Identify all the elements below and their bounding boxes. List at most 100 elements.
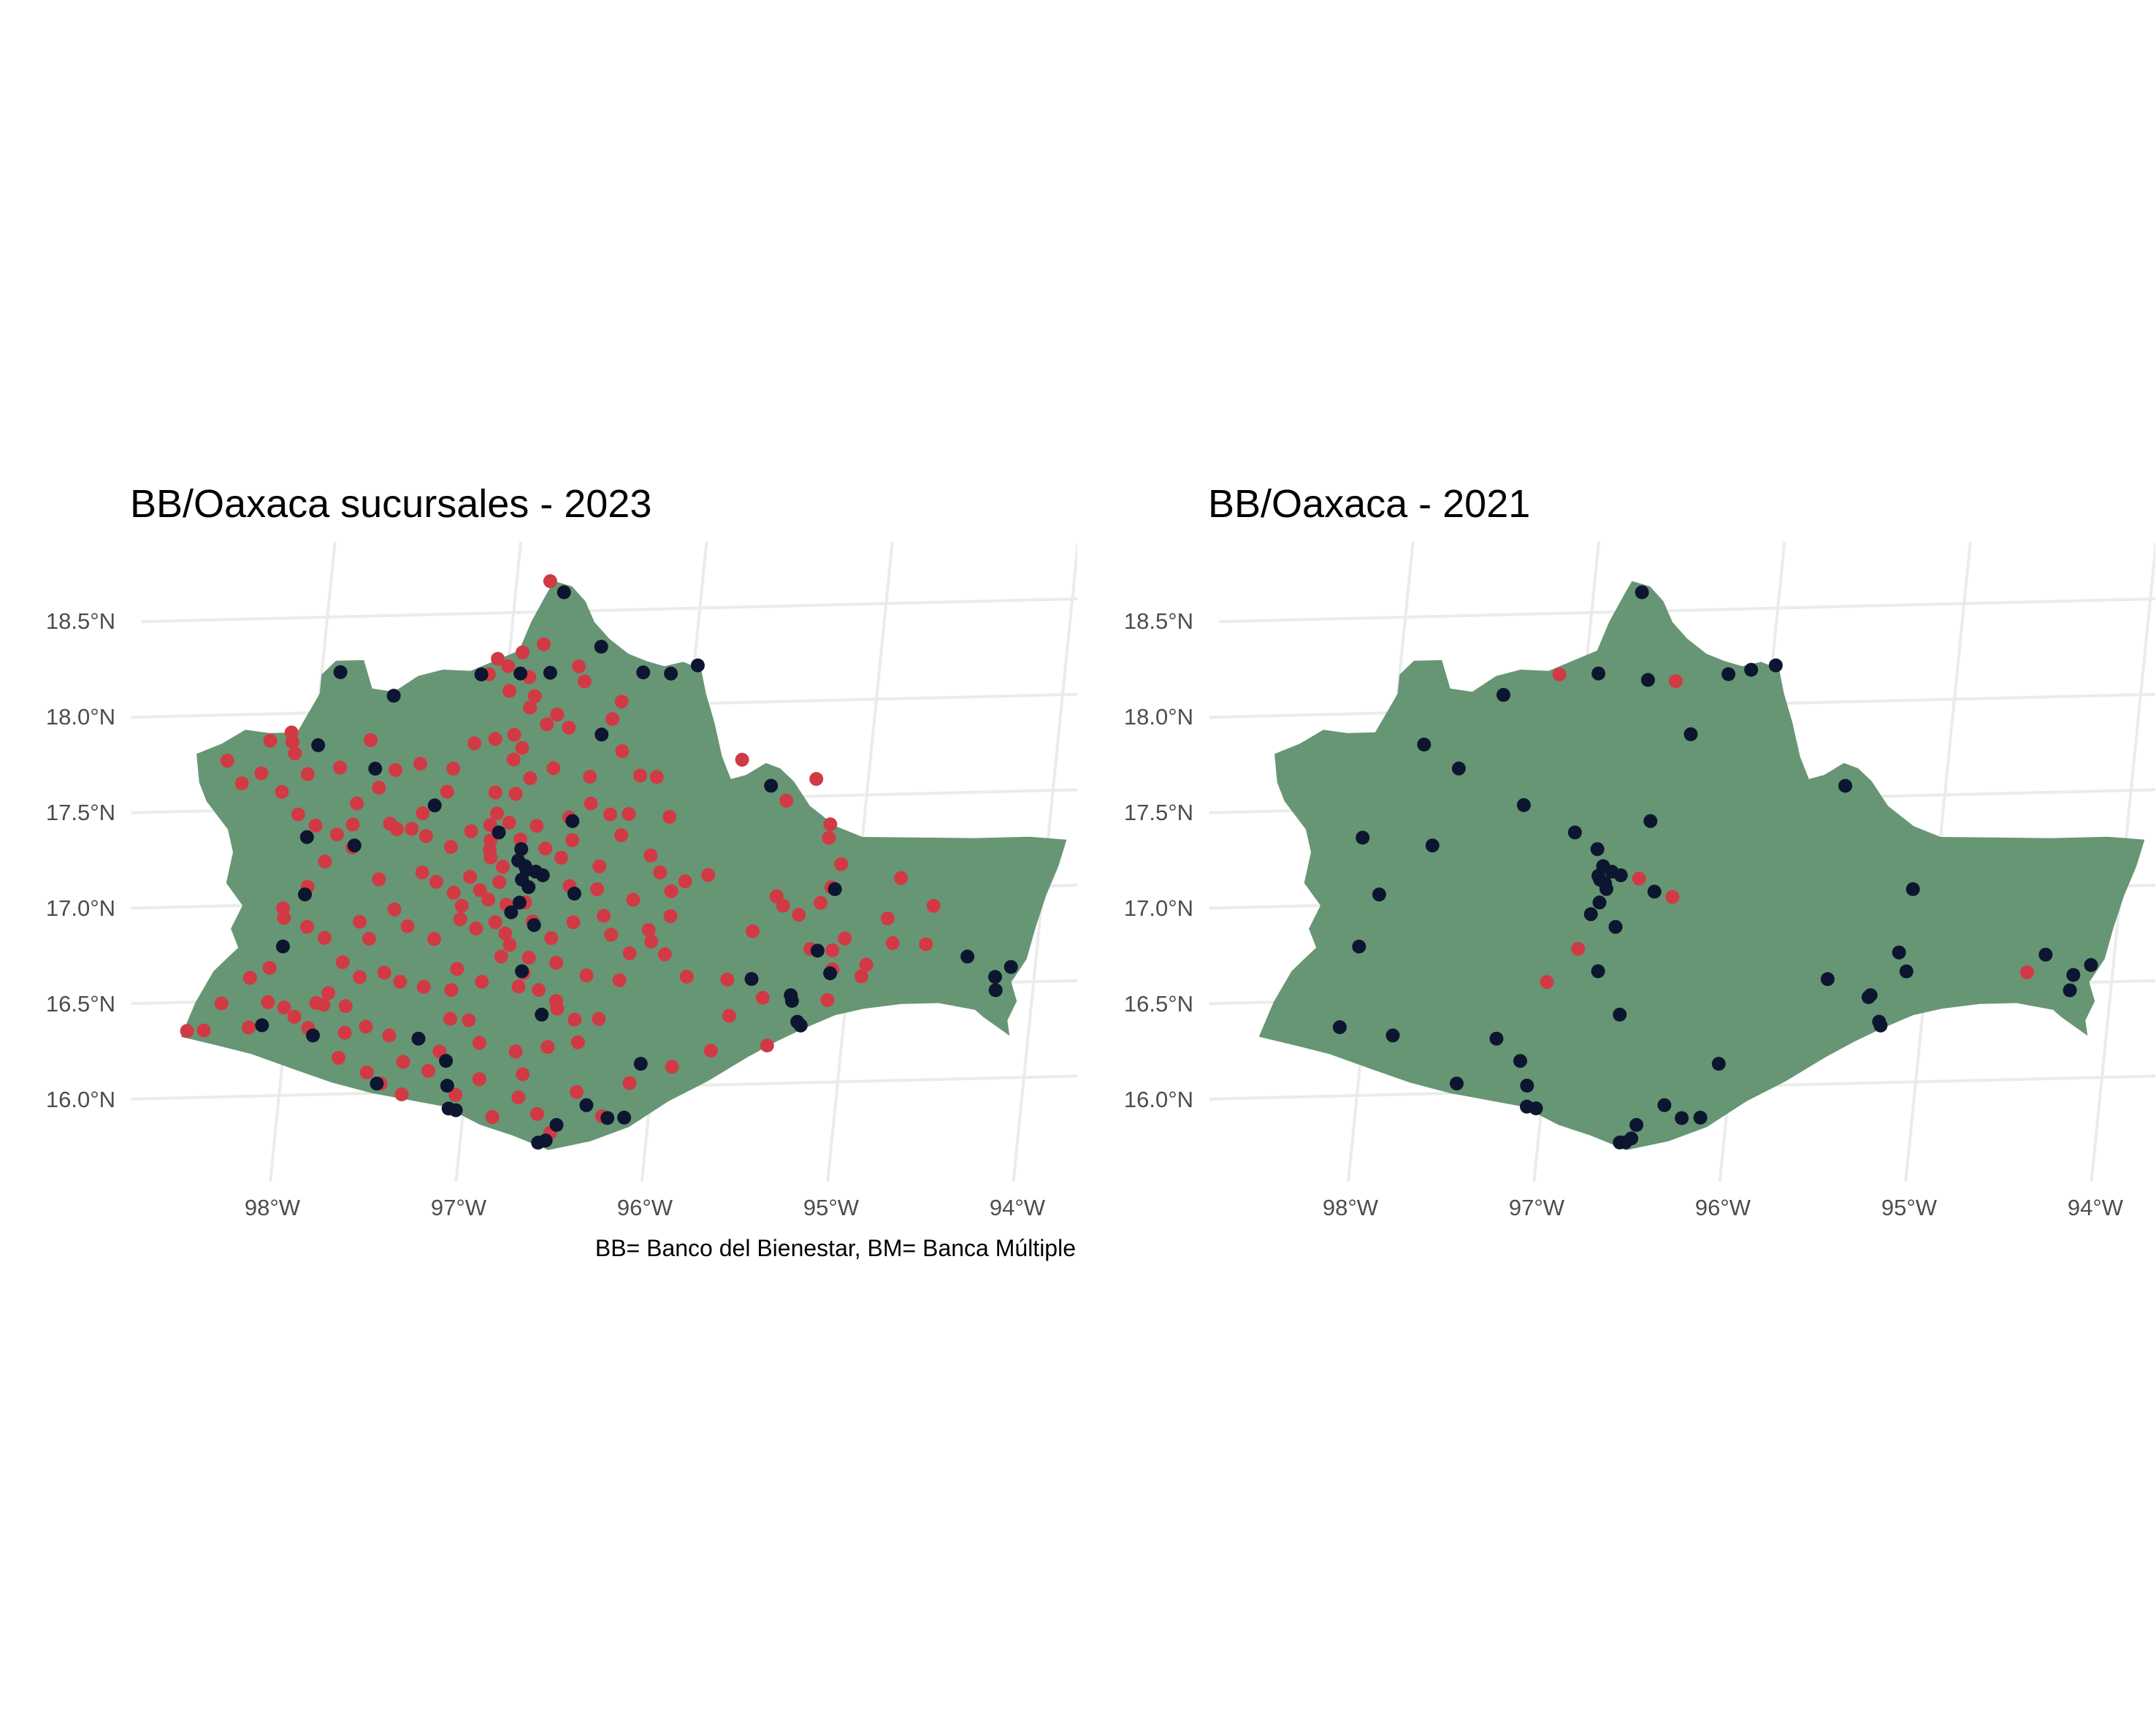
bb-branch-point <box>823 817 838 832</box>
bb-branch-point <box>530 1106 545 1121</box>
longitude-tick-label: 98°W <box>1323 1195 1379 1220</box>
bb-branch-point <box>508 1044 523 1059</box>
bb-branch-point <box>572 659 586 673</box>
bm-branch-point <box>515 964 530 979</box>
bm-branch-point <box>1608 919 1623 934</box>
bb-branch-point <box>488 785 502 800</box>
bb-branch-point <box>548 994 563 1009</box>
bm-branch-point <box>1004 960 1018 974</box>
bm-branch-point <box>988 970 1002 984</box>
bm-branch-point <box>543 665 557 680</box>
bb-branch-point <box>275 784 289 799</box>
bb-branch-point <box>277 911 291 925</box>
bm-branch-point <box>514 842 529 857</box>
bb-branch-point <box>501 659 516 673</box>
bm-branch-point <box>527 918 541 933</box>
bb-branch-point <box>603 807 617 822</box>
bb-branch-point <box>1552 668 1567 681</box>
bb-branch-point <box>383 816 397 831</box>
panel-title: BB/Oaxaca sucursales - 2023 <box>130 482 651 526</box>
bm-branch-point <box>1590 842 1605 857</box>
bb-branch-point <box>400 919 415 933</box>
bb-branch-point <box>389 762 402 777</box>
bm-branch-point <box>1675 1111 1689 1125</box>
bm-branch-point <box>1385 1028 1400 1043</box>
longitude-tick-label: 97°W <box>431 1195 487 1220</box>
bm-branch-point <box>1635 585 1649 600</box>
bm-branch-point <box>311 738 326 752</box>
latitude-tick-label: 16.5°N <box>46 991 115 1017</box>
bm-branch-point <box>1905 882 1920 896</box>
bb-branch-point <box>180 1024 194 1039</box>
bb-branch-point <box>657 947 672 962</box>
bb-branch-point <box>448 1087 463 1102</box>
bm-branch-point <box>1640 673 1655 687</box>
bm-branch-point <box>567 887 581 901</box>
bb-branch-point <box>483 850 498 865</box>
bb-branch-point <box>462 1013 476 1028</box>
longitude-tick-label: 98°W <box>245 1195 301 1220</box>
bb-branch-point <box>359 1065 374 1079</box>
bb-branch-point <box>481 892 496 907</box>
bb-branch-point <box>516 1067 530 1082</box>
bb-branch-point <box>372 781 386 795</box>
bb-branch-point <box>1571 941 1586 956</box>
bm-branch-point <box>538 1133 553 1148</box>
bb-branch-point <box>809 772 824 787</box>
bb-branch-point <box>854 969 868 984</box>
bb-branch-point <box>570 1085 584 1099</box>
bb-branch-point <box>261 995 275 1009</box>
bm-branch-point <box>492 825 506 840</box>
latitude-tick-label: 16.5°N <box>1124 991 1193 1017</box>
bb-branch-point <box>440 784 454 799</box>
bm-branch-point <box>1647 884 1662 899</box>
latitude-tick-label: 17.5°N <box>1124 800 1193 825</box>
bm-branch-point <box>440 1079 454 1093</box>
bb-branch-point <box>641 922 656 937</box>
bb-branch-point <box>538 841 553 856</box>
latitude-tick-label: 18.0°N <box>1124 704 1193 730</box>
bb-branch-point <box>444 983 459 998</box>
bb-branch-point <box>615 744 630 759</box>
bb-branch-point <box>318 930 332 945</box>
bm-branch-point <box>600 1111 615 1125</box>
bm-branch-point <box>633 1057 648 1071</box>
bb-branch-point <box>703 1044 718 1058</box>
map-panel-2021: BB/Oaxaca - 2021 98°W 97°W 96°W 95°W 94°W 16… <box>1124 482 2155 1220</box>
bm-branch-point <box>386 689 401 703</box>
bb-branch-point <box>475 974 489 989</box>
bb-branch-point <box>653 865 668 880</box>
bm-branch-point <box>2063 983 2077 998</box>
bb-branch-point <box>318 854 332 869</box>
bb-branch-point <box>643 848 658 862</box>
bb-branch-point <box>288 746 302 761</box>
bb-branch-point <box>926 898 941 913</box>
bb-branch-point <box>329 827 344 842</box>
bb-branch-point <box>554 850 568 865</box>
bb-branch-point <box>622 807 636 822</box>
bm-branch-point <box>2066 968 2081 982</box>
longitude-tick-label: 94°W <box>990 1195 1046 1220</box>
bb-branch-point <box>263 733 278 748</box>
bm-branch-point <box>1450 1076 1464 1091</box>
bb-branch-point <box>562 720 576 735</box>
bb-branch-point <box>415 865 429 880</box>
bm-branch-point <box>521 880 536 895</box>
bb-branch-point <box>382 1028 397 1043</box>
bm-branch-point <box>1683 727 1698 741</box>
bb-branch-point <box>416 979 431 994</box>
latitude-tick-label: 17.5°N <box>46 800 115 825</box>
oaxaca-state-shape <box>1258 581 2145 1150</box>
bb-branch-point <box>498 926 513 941</box>
bb-branch-point <box>387 902 402 917</box>
bm-branch-point <box>1529 1101 1543 1116</box>
longitude-tick-label: 95°W <box>803 1195 860 1220</box>
bb-branch-point <box>779 793 794 808</box>
bm-branch-point <box>823 966 838 981</box>
bb-branch-point <box>566 915 581 930</box>
bb-branch-point <box>446 762 461 776</box>
bm-branch-point <box>368 762 383 776</box>
bb-branch-point <box>506 752 521 767</box>
bm-branch-point <box>1899 964 1914 979</box>
bm-branch-point <box>1820 972 1835 987</box>
